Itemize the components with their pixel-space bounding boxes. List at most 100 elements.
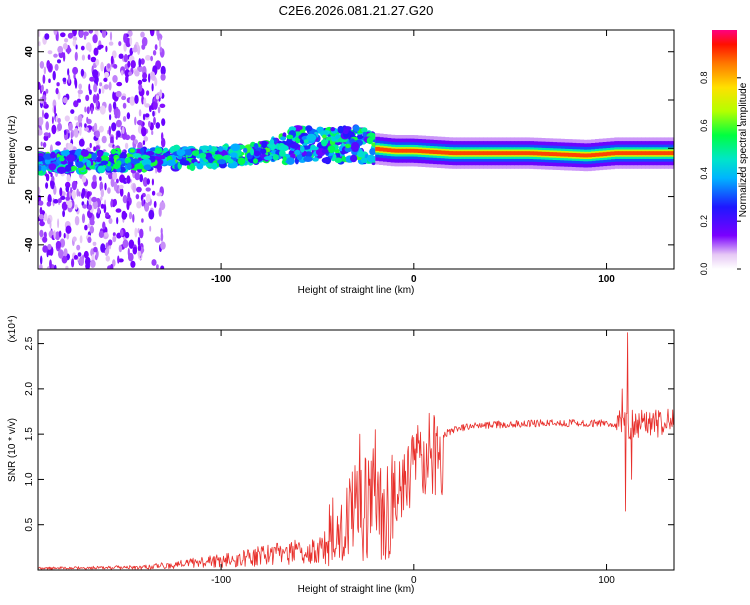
spectrogram-speckle <box>102 221 106 230</box>
spectrogram-speckle <box>122 239 129 248</box>
spectrogram-speckle <box>53 30 58 36</box>
spectrogram-speckle <box>77 98 81 103</box>
spectrogram-speckle <box>123 54 128 63</box>
spectrogram-speckle <box>155 167 158 174</box>
spectrogram-speckle <box>95 58 100 66</box>
spectrogram-speckle <box>82 204 88 209</box>
spectrogram-speckle <box>138 109 142 117</box>
spectrogram-blob <box>310 146 319 151</box>
spectrogram-speckle <box>132 183 137 193</box>
spectrogram-speckle <box>80 68 85 77</box>
spectrogram-speckle <box>67 74 71 84</box>
spectrogram-speckle <box>126 112 131 120</box>
spectrogram-speckle <box>110 55 114 65</box>
spectrogram-tone-cell <box>444 150 450 155</box>
spectrogram-speckle <box>39 263 43 269</box>
spectrogram-tone-cell <box>660 151 665 156</box>
spectrogram-blob <box>193 161 198 166</box>
spectrogram-blob <box>330 127 336 132</box>
spectrogram-blob <box>321 157 330 164</box>
spectrogram-speckle <box>120 70 124 76</box>
spectrogram-tone-cell <box>421 149 426 154</box>
spectrogram-tone-cell <box>386 148 392 153</box>
spectrogram-frame <box>37 29 675 270</box>
spectrogram-speckle <box>88 89 92 95</box>
spectrogram-tone-cell <box>537 151 542 156</box>
spectrogram-tone-cell <box>606 151 611 156</box>
spectrogram-tone-cell <box>429 149 434 154</box>
spectrogram-tone-cell <box>614 151 619 156</box>
spectrogram-speckle <box>151 83 154 92</box>
spectrogram-speckle <box>57 198 62 204</box>
spectrogram-x-tick-label: -100 <box>211 274 231 285</box>
spectrogram-speckle <box>100 196 103 201</box>
spectrogram-blob <box>50 151 56 159</box>
spectrogram-tone-cell <box>379 147 384 152</box>
spectrogram-blob <box>64 164 72 172</box>
spectrogram-speckle <box>122 195 128 204</box>
spectrogram-speckle <box>68 122 73 131</box>
spectrogram-speckle <box>134 44 137 50</box>
spectrogram-blob <box>70 165 78 171</box>
spectrogram-blob <box>227 158 234 164</box>
spectrogram-blob <box>196 163 204 170</box>
spectrogram-tone-cell <box>664 151 669 156</box>
spectrogram-speckle <box>75 44 78 50</box>
spectrogram-speckle <box>74 204 78 210</box>
spectrogram-blob <box>288 126 297 132</box>
spectrogram-speckle <box>67 68 70 76</box>
spectrogram-ylabel: Frequency (Hz) <box>7 116 18 185</box>
spectrogram-speckle <box>65 265 69 269</box>
spectrogram-speckle <box>62 52 66 62</box>
spectrogram-speckle <box>87 54 91 60</box>
spectrogram-blob <box>269 138 275 145</box>
spectrogram-speckle <box>142 113 146 121</box>
figure-title: C2E6.2026.081.21.27.G20 <box>279 3 434 18</box>
spectrogram-speckle <box>54 264 57 269</box>
spectrogram-speckle <box>84 106 87 113</box>
spectrogram-speckle <box>38 81 41 90</box>
spectrogram-speckle <box>92 94 97 104</box>
spectrogram-speckle <box>115 208 122 213</box>
spectrogram-speckle <box>63 232 66 239</box>
spectrogram-speckle <box>85 94 90 102</box>
spectrogram-speckle <box>79 30 84 38</box>
spectrogram-blob <box>41 165 47 172</box>
spectrogram-speckle <box>124 231 130 239</box>
spectrogram-speckle <box>89 219 95 226</box>
spectrogram-speckle <box>116 217 119 225</box>
spectrogram-speckle <box>56 31 59 42</box>
spectrogram-speckle <box>56 82 60 87</box>
spectrogram-blob <box>211 162 218 170</box>
spectrogram-speckle <box>89 259 96 268</box>
spectrogram-speckle <box>38 41 41 47</box>
spectrogram-speckle <box>141 44 146 50</box>
spectrogram-blob <box>179 160 190 166</box>
spectrogram-speckle <box>124 142 129 150</box>
spectrogram-speckle <box>112 235 117 243</box>
snr-frame <box>37 329 675 571</box>
spectrogram-speckle <box>84 123 87 128</box>
spectrogram-speckle <box>43 132 50 137</box>
spectrogram-speckle <box>57 59 61 64</box>
spectrogram-speckle <box>128 211 133 220</box>
spectrogram-tone-cell <box>456 151 461 156</box>
spectrogram-speckle <box>64 38 69 43</box>
spectrogram-speckle <box>66 174 71 182</box>
spectrogram-speckle <box>132 213 135 223</box>
spectrogram-speckle <box>99 82 103 87</box>
spectrogram-speckle <box>71 258 75 268</box>
snr-x-tick-label: -100 <box>211 575 231 586</box>
snr-y-tick-label: 2.5 <box>24 336 35 350</box>
spectrogram-speckle <box>71 190 77 200</box>
spectrogram-speckle <box>141 95 145 105</box>
spectrogram-speckle <box>126 175 131 184</box>
spectrogram-blob <box>126 162 132 171</box>
spectrogram-speckle <box>134 94 139 104</box>
spectrogram-tone-cell <box>498 151 504 156</box>
spectrogram-speckle <box>48 64 52 72</box>
spectrogram-speckle <box>137 45 141 55</box>
spectrogram-speckle <box>126 200 130 211</box>
spectrogram-blob <box>163 147 169 153</box>
spectrogram-tone-cell <box>425 149 430 154</box>
